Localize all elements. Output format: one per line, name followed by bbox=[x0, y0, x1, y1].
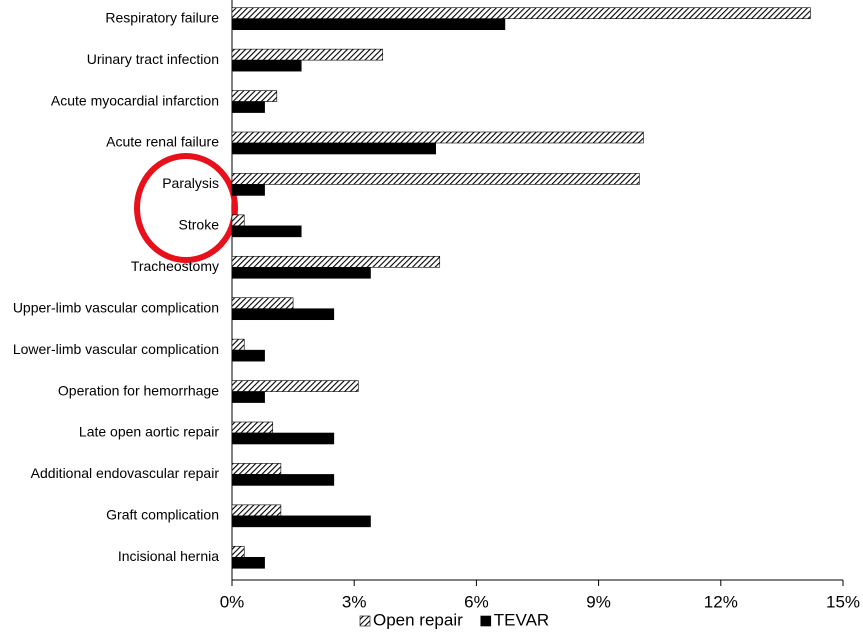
highlight-circle bbox=[134, 153, 238, 263]
bar bbox=[231, 225, 302, 238]
bar bbox=[231, 214, 245, 227]
category-label: Acute myocardial infarction bbox=[51, 92, 219, 108]
legend-swatch bbox=[359, 615, 371, 627]
category-label: Tracheostomy bbox=[131, 258, 219, 274]
bar bbox=[231, 7, 811, 20]
category-label: Graft complication bbox=[106, 507, 219, 523]
category-label: Incisional hernia bbox=[118, 548, 219, 564]
category-label: Stroke bbox=[179, 217, 220, 233]
category-label: Additional endovascular repair bbox=[31, 465, 220, 481]
x-tick-label: 15% bbox=[826, 592, 860, 611]
bar bbox=[231, 173, 640, 185]
bar bbox=[231, 131, 644, 144]
bar bbox=[231, 142, 436, 155]
bar bbox=[231, 504, 282, 517]
bar bbox=[231, 545, 245, 558]
x-tick-label: 0% bbox=[220, 592, 245, 611]
bar bbox=[231, 349, 265, 362]
category-label: Late open aortic repair bbox=[79, 424, 219, 440]
bar bbox=[231, 463, 282, 475]
category-label: Acute renal failure bbox=[106, 134, 219, 150]
bar bbox=[231, 432, 335, 445]
bar bbox=[231, 90, 278, 102]
x-tick-label: 12% bbox=[704, 592, 738, 611]
category-label: Paralysis bbox=[162, 175, 219, 191]
bar bbox=[231, 266, 371, 279]
category-label: Upper-limb vascular complication bbox=[13, 299, 219, 315]
bar bbox=[231, 59, 302, 72]
legend-label: TEVAR bbox=[494, 610, 549, 629]
x-tick-label: 3% bbox=[342, 592, 367, 611]
category-label: Operation for hemorrhage bbox=[58, 382, 219, 398]
category-label: Urinary tract infection bbox=[87, 51, 219, 67]
bar bbox=[231, 556, 265, 569]
x-tick-label: 9% bbox=[586, 592, 611, 611]
x-tick-label: 6% bbox=[464, 592, 489, 611]
bar bbox=[231, 48, 384, 61]
bar bbox=[231, 421, 274, 434]
legend-swatch bbox=[480, 615, 492, 627]
bar bbox=[231, 474, 335, 486]
bar bbox=[231, 380, 359, 392]
bar bbox=[231, 184, 265, 196]
bar bbox=[231, 297, 294, 310]
bar bbox=[231, 18, 506, 31]
category-label: Lower-limb vascular complication bbox=[13, 341, 219, 357]
bar bbox=[231, 515, 371, 528]
category-label: Respiratory failure bbox=[105, 9, 219, 25]
bar bbox=[231, 255, 441, 268]
bar bbox=[231, 308, 335, 321]
bar bbox=[231, 338, 245, 351]
bar bbox=[231, 391, 265, 403]
legend-label: Open repair bbox=[373, 610, 463, 629]
bar bbox=[231, 101, 265, 113]
